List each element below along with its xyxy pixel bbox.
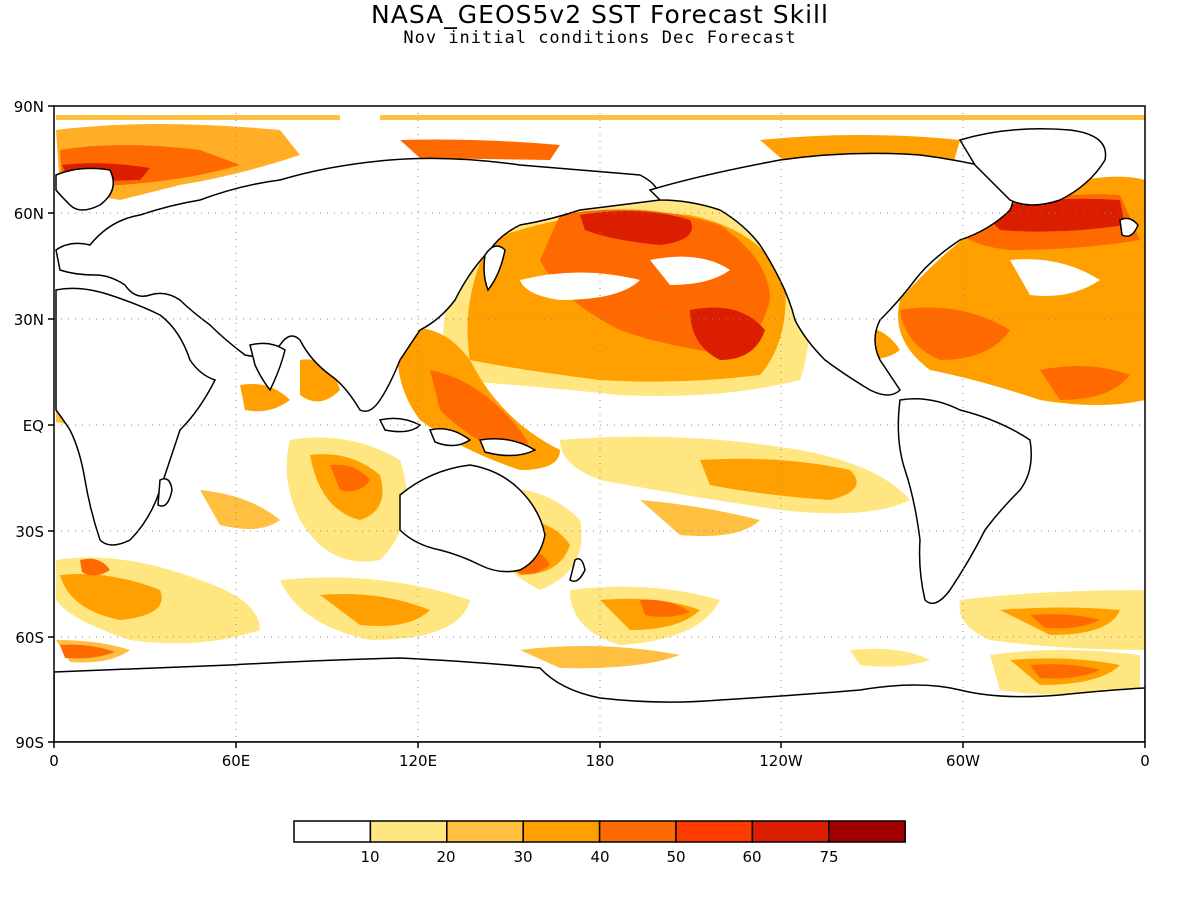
south-america-outline <box>897 398 1032 605</box>
colorbar-label-60: 60 <box>742 848 761 866</box>
chart-title: NASA_GEOS5v2 SST Forecast Skill <box>371 0 829 29</box>
lat-label-60s: 60S <box>15 629 44 647</box>
lat-label-90n: 90N <box>14 98 44 116</box>
colorbar-swatch <box>293 820 372 843</box>
colorbar-swatch <box>675 820 754 843</box>
lat-label-eq: EQ <box>23 417 44 435</box>
antarctica-outline <box>54 657 1145 742</box>
colorbar-label-40: 40 <box>590 848 609 866</box>
colorbar-swatch <box>369 820 448 843</box>
greenland-outline <box>958 128 1107 206</box>
lat-labels: 90N 60N 30N EQ 30S 60S 90S <box>14 98 44 752</box>
colorbar-label-20: 20 <box>436 848 455 866</box>
lon-label-0-east: 0 <box>1140 752 1150 770</box>
lat-label-30s: 30S <box>15 523 44 541</box>
lon-labels: 0 60E 120E 180 120W 60W 0 <box>49 752 1150 770</box>
lon-label-0: 0 <box>49 752 59 770</box>
colorbar-label-30: 30 <box>513 848 532 866</box>
lon-label-60w: 60W <box>946 752 980 770</box>
colorbar-label-50: 50 <box>666 848 685 866</box>
tick-marks <box>48 105 1146 748</box>
chart-subtitle: Nov initial conditions Dec Forecast <box>403 28 797 48</box>
africa-outline <box>55 287 217 546</box>
colorbar-labels: 10 20 30 40 50 60 75 <box>360 848 838 866</box>
australia-outline <box>399 464 546 573</box>
lat-label-60n: 60N <box>14 205 44 223</box>
north-america-outline <box>648 152 1015 396</box>
colorbar-swatch <box>446 820 524 843</box>
colorbar-swatch <box>828 820 906 843</box>
lat-label-90s: 90S <box>15 734 44 752</box>
lon-label-120w: 120W <box>759 752 803 770</box>
colorbar-label-10: 10 <box>360 848 379 866</box>
colorbar-swatch <box>598 820 677 843</box>
eurasia-outline <box>55 157 661 412</box>
coastlines <box>54 128 1145 742</box>
lon-label-60e: 60E <box>222 752 251 770</box>
gridlines <box>54 106 1145 742</box>
colorbar <box>293 820 906 843</box>
colorbar-label-75: 75 <box>819 848 838 866</box>
lon-label-180: 180 <box>586 752 615 770</box>
lon-label-120e: 120E <box>399 752 437 770</box>
lat-label-30n: 30N <box>14 311 44 329</box>
colorbar-swatch <box>522 820 601 843</box>
colorbar-swatch <box>751 820 830 843</box>
